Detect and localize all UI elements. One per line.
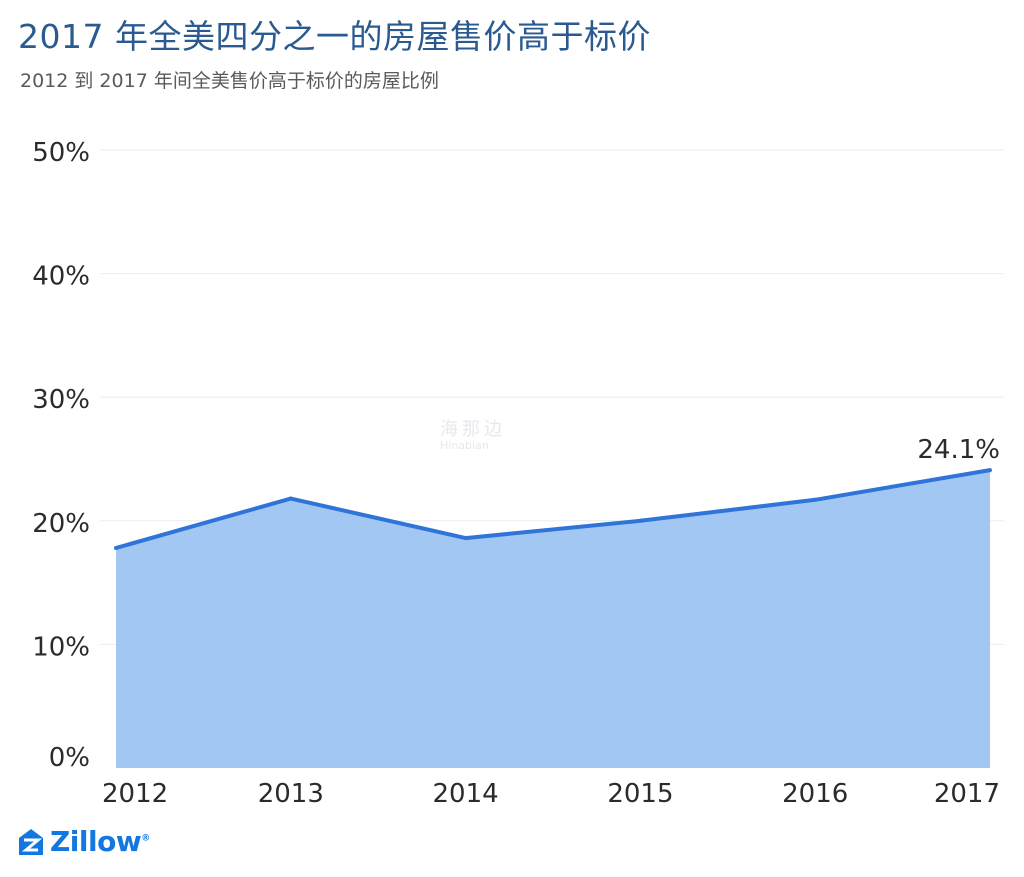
y-tick-label: 0% [49, 743, 90, 773]
data-point [638, 518, 643, 523]
x-tick-label: 2013 [258, 779, 324, 809]
zillow-logo-icon [19, 828, 43, 855]
x-tick-label: 2015 [607, 779, 673, 809]
data-label-2017: 24.1% [917, 435, 1000, 465]
series-line [115, 468, 991, 550]
watermark-en: Hinabian [440, 438, 489, 452]
y-tick-label: 40% [32, 262, 90, 292]
data-point [288, 496, 293, 501]
x-tick-label: 2014 [433, 779, 499, 809]
x-tick-label: 2016 [782, 779, 848, 809]
area-fill [116, 470, 990, 768]
y-tick-label: 30% [32, 385, 90, 415]
watermark-cn: 海那边 [440, 419, 506, 440]
y-tick-label: 50% [32, 138, 90, 168]
x-tick-label: 2012 [102, 779, 168, 809]
chart-subtitle: 2012 到 2017 年间全美售价高于标价的房屋比例 [20, 70, 439, 92]
chart-title: 2017 年全美四分之一的房屋售价高于标价 [18, 17, 651, 56]
data-point [988, 468, 992, 473]
y-tick-label: 10% [32, 632, 90, 662]
watermark: 海那边 Hinabian [440, 420, 506, 452]
x-tick-label: 2017 [934, 779, 1000, 809]
data-point [463, 536, 468, 541]
zillow-logo: Zillow® [18, 825, 150, 858]
y-tick-label: 20% [32, 509, 90, 539]
data-point [813, 497, 818, 502]
data-point [114, 545, 118, 550]
zillow-logo-text: Zillow® [50, 825, 150, 858]
